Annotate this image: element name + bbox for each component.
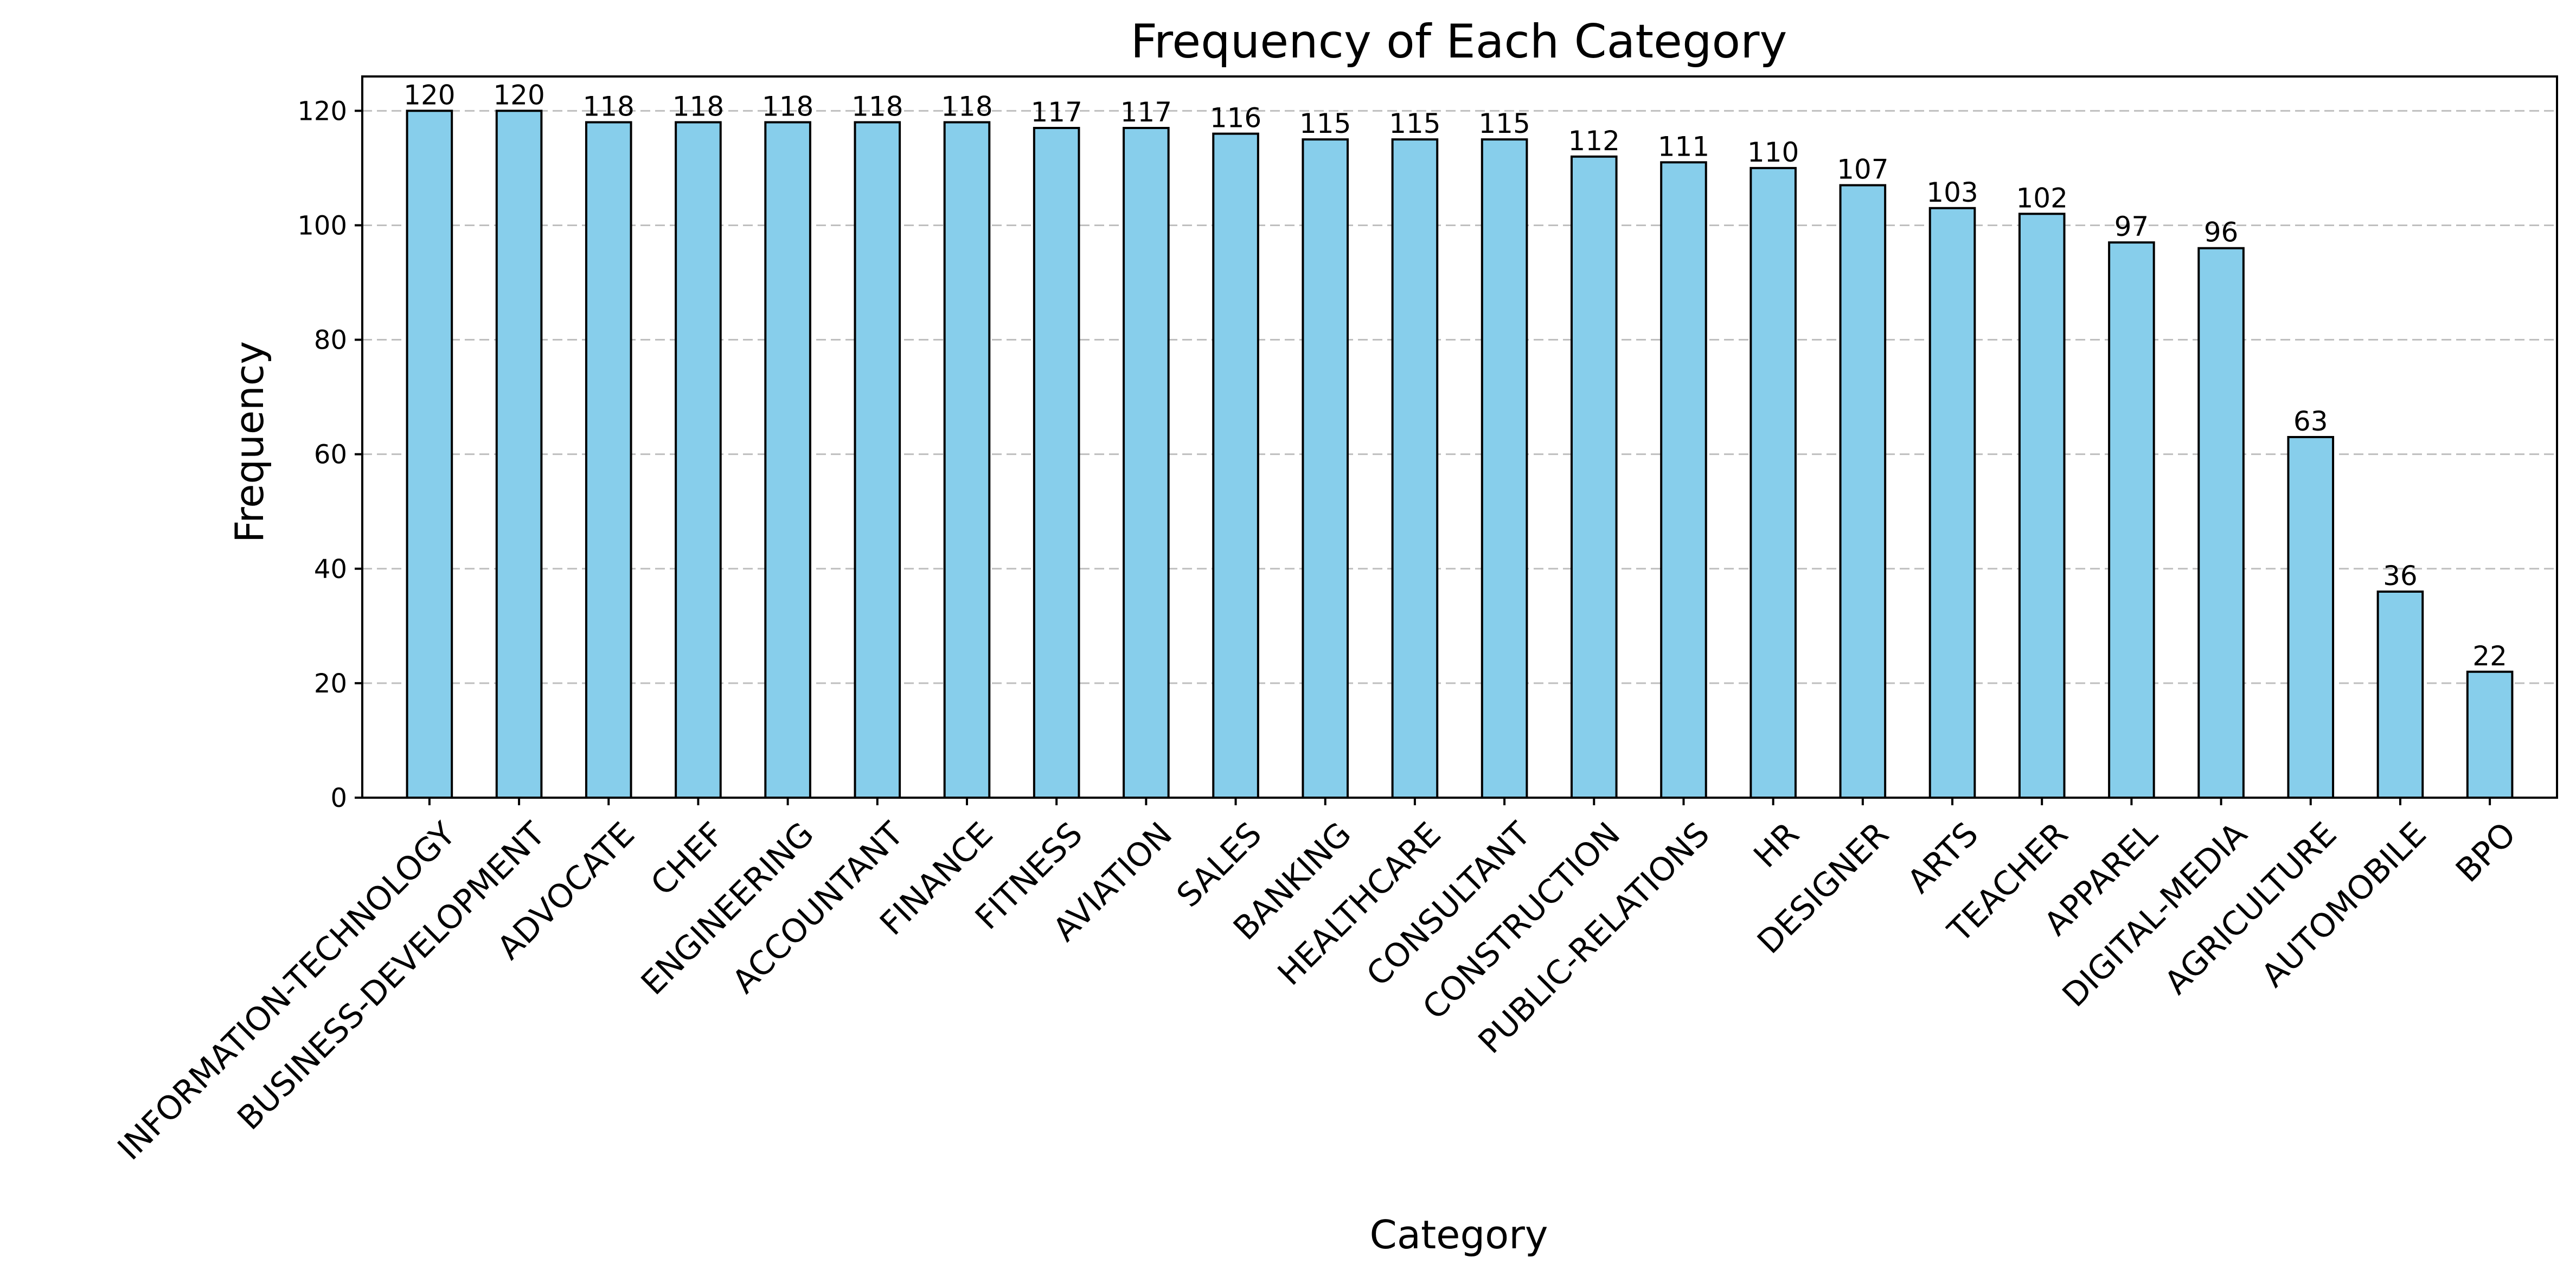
bar-chef [675,121,722,799]
y-tick-label: 0 [330,783,347,813]
bar-bpo [2466,670,2514,799]
bar-sales [1212,132,1259,799]
bar-aviation [1123,127,1170,799]
bar-advocate [585,121,632,799]
y-tick-label: 20 [314,669,347,699]
data-label: 97 [2114,211,2149,242]
data-label: 102 [2016,182,2067,214]
data-label: 118 [851,91,903,122]
data-label: 118 [762,91,813,122]
data-label: 115 [1478,108,1530,139]
y-tick-label: 100 [297,210,347,241]
data-label: 112 [1568,125,1620,157]
plot-frame [361,75,2558,799]
x-tick-label: CHEF [644,815,732,903]
data-label: 120 [403,79,455,111]
bar-accountant [854,121,901,799]
data-label: 111 [1658,131,1709,162]
data-label: 115 [1389,108,1440,139]
bar-healthcare [1391,138,1439,799]
bar-automobile [2376,591,2424,799]
bar-designer [1839,184,1887,799]
data-label: 103 [1926,177,1978,208]
bar-construction [1570,155,1618,799]
x-tick-label: HR [1746,815,1806,875]
data-label: 118 [672,91,724,122]
bar-information-technology [406,110,453,799]
data-label: 22 [2472,640,2507,672]
bar-digital-media [2197,247,2245,799]
bar-finance [943,121,991,799]
chart-title: Frequency of Each Category [1131,15,1787,69]
y-tick-label: 40 [314,554,347,585]
y-axis: 0 20 40 60 80 100 120 [297,96,362,813]
bar-agriculture [2287,436,2335,799]
data-label: 120 [493,79,544,111]
data-label: 117 [1120,97,1172,128]
bar-arts [1928,207,1976,799]
bars [406,110,2514,799]
bar-public-relations [1660,161,1707,799]
data-label: 116 [1210,102,1261,134]
data-label: 118 [941,91,992,122]
bar-fitness [1033,127,1080,799]
y-tick-label: 120 [297,96,347,126]
bar-teacher [2018,213,2066,799]
bar-banking [1302,138,1349,799]
data-labels: 120 120 118 118 118 118 118 117 117 116 115 115 115 1… [403,79,2507,671]
data-label: 115 [1299,108,1351,139]
bar-hr [1750,166,1797,799]
y-tick-label: 60 [314,440,347,470]
data-label: 118 [583,91,635,122]
bar-business-development [495,110,543,799]
x-tick-label: INFORMATION-TECHNOLOGY [111,815,463,1167]
x-tick-label: ARTS [1900,815,1986,901]
bar-engineering [764,121,811,799]
data-label: 110 [1747,137,1799,168]
x-axis: INFORMATION-TECHNOLOGYBUSINESS-DEVELOPME… [111,798,2523,1167]
x-tick-label: BPO [2449,815,2523,890]
y-tick-label: 80 [314,325,347,356]
y-axis-label: Frequency [227,341,272,543]
data-label: 63 [2293,406,2328,437]
data-label: 117 [1030,97,1082,128]
data-label: 36 [2383,560,2418,592]
bar-apparel [2108,241,2155,799]
bar-consultant [1481,138,1528,799]
data-label: 107 [1837,154,1888,185]
data-label: 96 [2204,217,2239,248]
x-axis-label: Category [1370,1212,1548,1258]
